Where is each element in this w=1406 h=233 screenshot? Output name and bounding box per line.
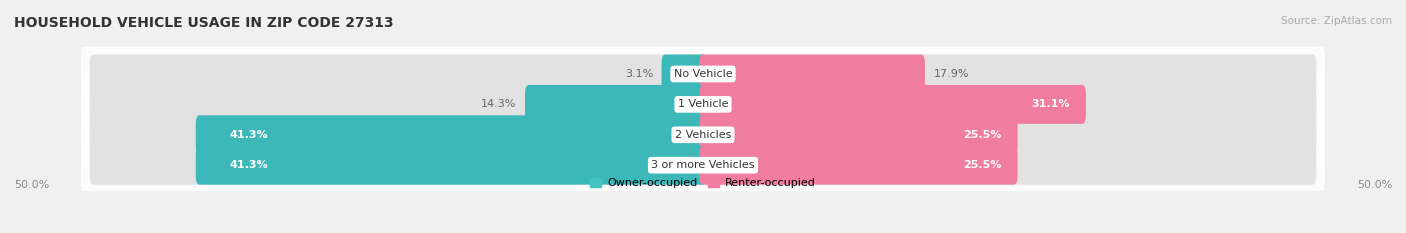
Text: 31.1%: 31.1% (1032, 99, 1070, 109)
FancyBboxPatch shape (699, 146, 1018, 185)
FancyBboxPatch shape (90, 115, 1316, 154)
Text: 14.3%: 14.3% (481, 99, 516, 109)
FancyBboxPatch shape (82, 44, 1324, 104)
Text: 3 or more Vehicles: 3 or more Vehicles (651, 160, 755, 170)
FancyBboxPatch shape (699, 85, 1085, 124)
Text: 25.5%: 25.5% (963, 130, 1001, 140)
FancyBboxPatch shape (699, 55, 925, 93)
FancyBboxPatch shape (82, 74, 1324, 135)
Text: 25.5%: 25.5% (963, 160, 1001, 170)
Legend: Owner-occupied, Renter-occupied: Owner-occupied, Renter-occupied (586, 174, 820, 193)
Text: Source: ZipAtlas.com: Source: ZipAtlas.com (1281, 16, 1392, 26)
Text: No Vehicle: No Vehicle (673, 69, 733, 79)
Text: 41.3%: 41.3% (231, 130, 269, 140)
FancyBboxPatch shape (82, 104, 1324, 165)
FancyBboxPatch shape (195, 146, 707, 185)
Text: 3.1%: 3.1% (624, 69, 652, 79)
Text: 41.3%: 41.3% (231, 160, 269, 170)
Text: 50.0%: 50.0% (14, 180, 49, 190)
Text: 1 Vehicle: 1 Vehicle (678, 99, 728, 109)
FancyBboxPatch shape (662, 55, 707, 93)
FancyBboxPatch shape (699, 115, 1018, 154)
Text: 17.9%: 17.9% (934, 69, 969, 79)
Text: 50.0%: 50.0% (1357, 180, 1392, 190)
FancyBboxPatch shape (82, 135, 1324, 196)
Text: 2 Vehicles: 2 Vehicles (675, 130, 731, 140)
FancyBboxPatch shape (90, 85, 1316, 124)
FancyBboxPatch shape (195, 115, 707, 154)
FancyBboxPatch shape (90, 55, 1316, 93)
Text: HOUSEHOLD VEHICLE USAGE IN ZIP CODE 27313: HOUSEHOLD VEHICLE USAGE IN ZIP CODE 2731… (14, 16, 394, 30)
FancyBboxPatch shape (524, 85, 707, 124)
FancyBboxPatch shape (90, 146, 1316, 185)
